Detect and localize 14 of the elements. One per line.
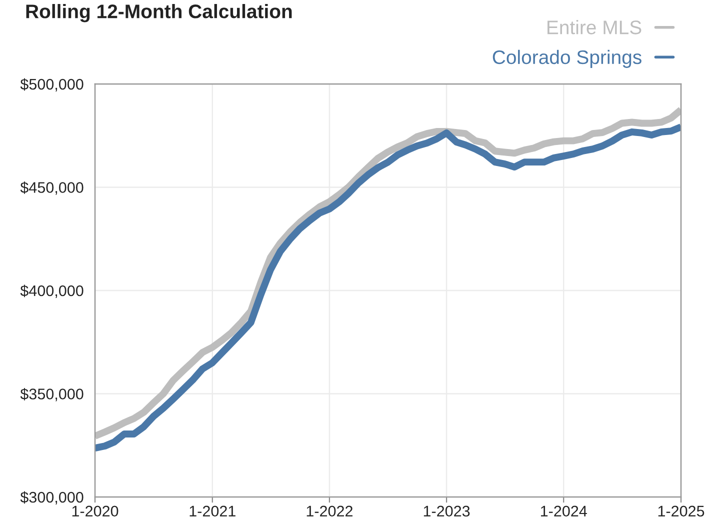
chart-title: Rolling 12-Month Calculation <box>26 4 292 22</box>
x-tick-label: 1-2021 <box>190 506 236 517</box>
legend-label: Colorado Springs <box>492 50 642 68</box>
y-tick-label: $400,000 <box>20 284 84 298</box>
x-tick-label: 1-2023 <box>424 506 470 517</box>
x-tick-label: 1-2022 <box>306 506 352 517</box>
x-tick-label: 1-2020 <box>72 506 118 517</box>
y-tick-label: $500,000 <box>20 78 84 92</box>
x-tick-label: 1-2024 <box>540 506 587 517</box>
x-tick-label: 1-2025 <box>658 506 704 517</box>
y-tick-label: $450,000 <box>20 181 84 195</box>
y-tick-label: $300,000 <box>20 491 84 504</box>
legend-label: Entire MLS <box>548 20 642 34</box>
y-tick-label: $350,000 <box>20 388 84 402</box>
